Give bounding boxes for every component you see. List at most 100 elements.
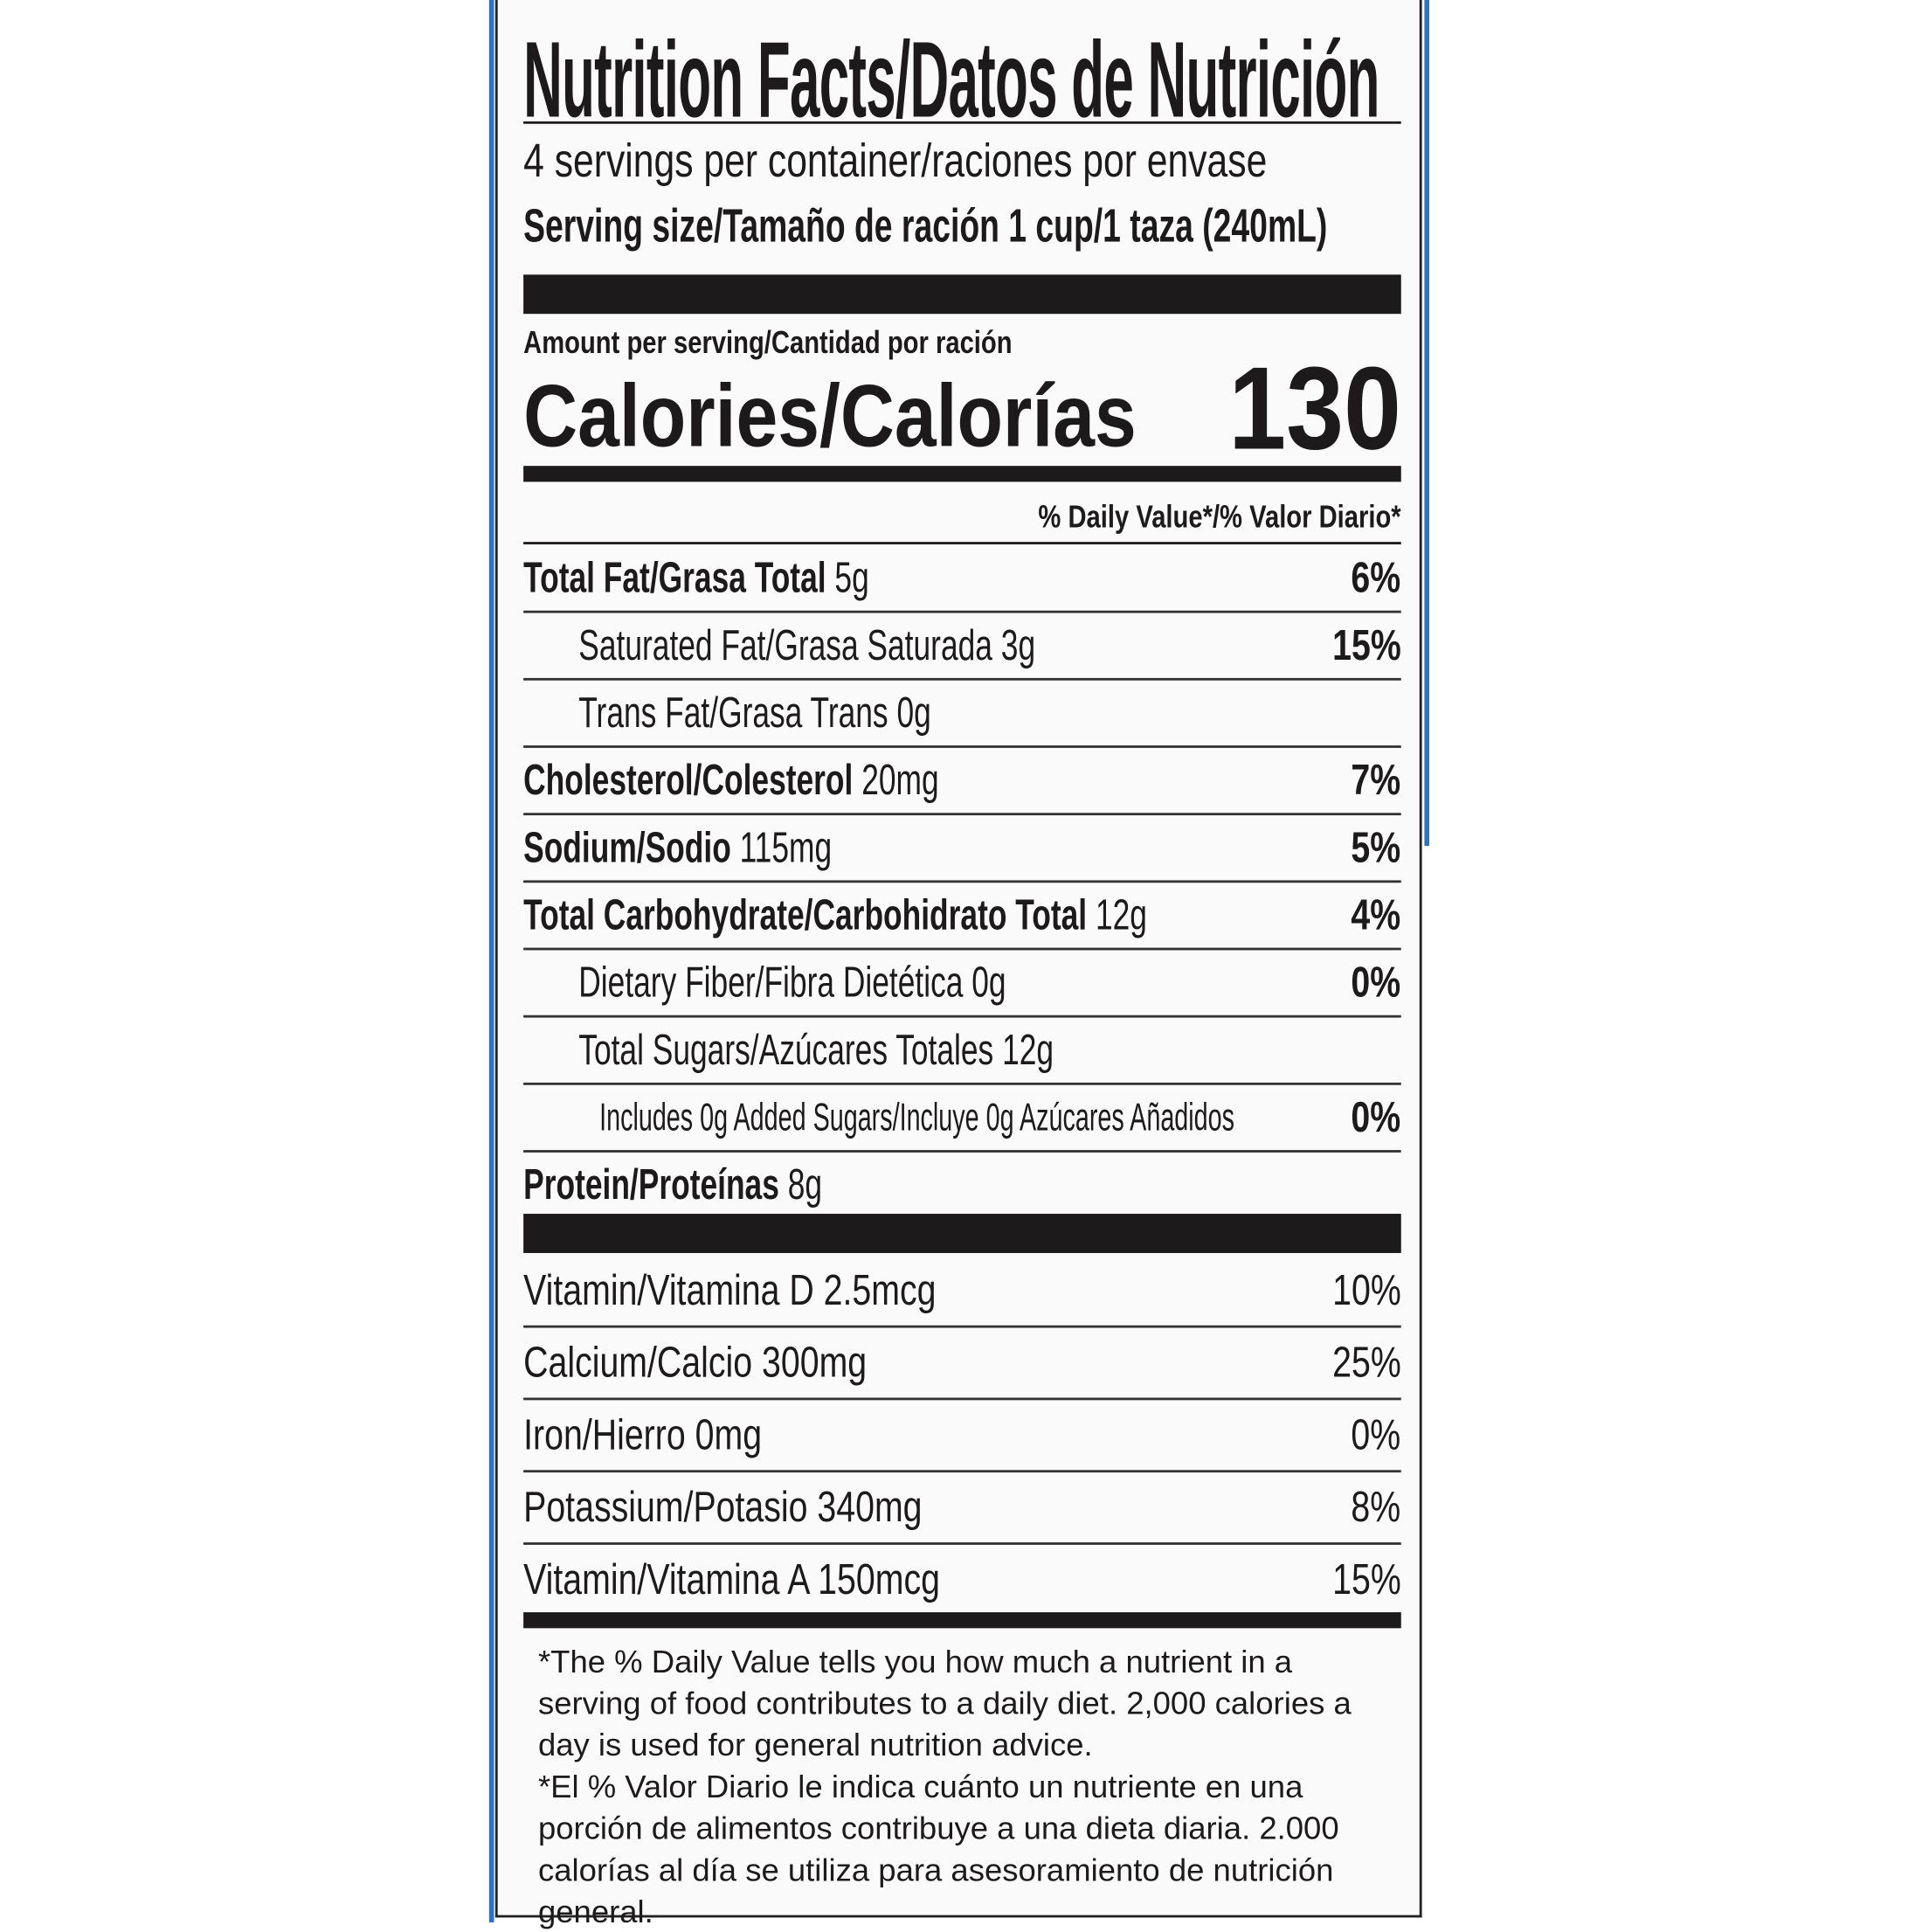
- footnote: *El % Valor Diario le indica cuánto un n…: [523, 1765, 1401, 1932]
- vitamin-name: Vitamin/Vitamina D 2.5mcg: [523, 1256, 1039, 1326]
- vitamin-name: Potassium/Potasio 340mg: [523, 1472, 1022, 1542]
- nutrient-name-text: Sodium/Sodio: [523, 823, 731, 872]
- nutrient-row: Saturated Fat/Grasa Saturada 3g 15%: [523, 613, 1401, 681]
- vitamin-name: Calcium/Calcio 300mg: [523, 1328, 952, 1398]
- nutrient-label: Dietary Fiber/Fibra Dietética 0g: [578, 950, 1006, 1014]
- nutrient-name-text: Total Sugars/Azúcares Totales: [578, 1026, 994, 1075]
- nutrient-row: Includes 0g Added Sugars/Incluye 0g Azúc…: [523, 1085, 1401, 1153]
- calories-value: 130: [1205, 342, 1401, 476]
- nutrient-label: Sodium/Sodio 115mg: [523, 815, 832, 880]
- nutrient-name-text: Cholesterol/Colesterol: [523, 756, 854, 805]
- daily-value-text: 0%: [1351, 1093, 1401, 1142]
- nutrient-table: Total Fat/Grasa Total 5g 6% Saturated Fat/…: [523, 545, 1401, 1217]
- nutrient-amount: 3g: [1000, 621, 1036, 670]
- vitamin-daily-value: 15%: [1315, 1545, 1401, 1615]
- vitamin-daily-value: 0%: [1339, 1400, 1401, 1470]
- label-title: Nutrition Facts/Datos de Nutrición: [523, 17, 1922, 142]
- vitamin-name-text: Calcium/Calcio 300mg: [523, 1339, 868, 1387]
- nutrient-name-text: Trans Fat/Grasa Trans: [578, 689, 888, 737]
- nutrient-name: Sodium/Sodio 115mg: [523, 815, 951, 880]
- nutrient-name: Total Carbohydrate/Carbohidrato Total 12…: [523, 883, 1389, 947]
- vitamin-name-text: Vitamin/Vitamina A 150mcg: [523, 1555, 940, 1604]
- nutrient-amount: 8g: [787, 1160, 823, 1209]
- daily-value-text: 7%: [1351, 756, 1401, 805]
- calories-label: Calories/Calorías: [523, 367, 1244, 467]
- footnote-text: *El % Valor Diario le indica cuánto un n…: [537, 1768, 1339, 1930]
- daily-value-text: 15%: [1332, 1555, 1401, 1604]
- daily-value-text: 4%: [1351, 891, 1401, 939]
- footnote: *The % Daily Value tells you how much a …: [523, 1640, 1401, 1765]
- daily-value-text: 25%: [1332, 1339, 1401, 1387]
- vitamin-name-text: Potassium/Potasio 340mg: [523, 1483, 923, 1532]
- nutrition-facts-panel: Nutrition Facts/Datos de Nutrición 4 ser…: [494, 0, 1422, 1929]
- nutrient-amount: 12g: [1002, 1026, 1054, 1075]
- divider: [523, 121, 1401, 124]
- nutrient-label: Total Fat/Grasa Total 5g: [523, 545, 869, 610]
- vitamin-row: Calcium/Calcio 300mg 25%: [523, 1328, 1401, 1401]
- nutrient-row: Total Fat/Grasa Total 5g 6%: [523, 545, 1401, 613]
- vitamin-name: Iron/Hierro 0mg: [523, 1400, 821, 1470]
- nutrient-amount: 115mg: [739, 823, 833, 872]
- nutrient-name-text: Dietary Fiber/Fibra Dietética: [578, 959, 964, 1007]
- nutrient-row: Sodium/Sodio 115mg 5%: [523, 815, 1401, 883]
- daily-value-text: 0%: [1351, 959, 1401, 1007]
- vitamin-daily-value: 8%: [1339, 1472, 1401, 1542]
- nutrient-name-text: Saturated Fat/Grasa Saturada: [578, 621, 992, 670]
- nutrient-label: Protein/Proteínas 8g: [523, 1153, 822, 1217]
- nutrient-daily-value: 4%: [1339, 883, 1401, 947]
- thick-divider: [523, 274, 1401, 315]
- nutrient-row: Total Carbohydrate/Carbohidrato Total 12…: [523, 883, 1401, 951]
- nutrient-daily-value: 15%: [1315, 613, 1401, 678]
- nutrient-name: Trans Fat/Grasa Trans 0g: [578, 681, 1068, 745]
- vitamin-row: Potassium/Potasio 340mg 8%: [523, 1472, 1401, 1545]
- nutrient-row: Dietary Fiber/Fibra Dietética 0g 0%: [523, 950, 1401, 1018]
- nutrient-name-text: Total Fat/Grasa Total: [523, 554, 826, 602]
- divider: [523, 542, 1401, 544]
- nutrient-amount: 20mg: [861, 756, 939, 805]
- amount-text: Amount per serving/Cantidad por ración: [523, 323, 1013, 361]
- calories-value-text: 130: [1227, 343, 1401, 474]
- vitamin-daily-value: 10%: [1315, 1256, 1401, 1326]
- nutrient-name: Total Fat/Grasa Total 5g: [523, 545, 1003, 610]
- nutrient-amount: 0g: [896, 689, 931, 737]
- amount-per-serving: Amount per serving/Cantidad por ración: [523, 323, 1134, 361]
- daily-value-header-text: % Daily Value*/% Valor Diario*: [1038, 497, 1401, 535]
- nutrient-name: Includes 0g Added Sugars/Incluye 0g Azúc…: [599, 1085, 1592, 1150]
- medium-divider: [523, 466, 1401, 482]
- nutrient-name: Saturated Fat/Grasa Saturada 3g: [578, 613, 1213, 678]
- servings-per-container: 4 servings per container/raciones por en…: [523, 136, 1453, 189]
- vitamin-name-text: Vitamin/Vitamina D 2.5mcg: [523, 1266, 937, 1315]
- nutrient-name: Cholesterol/Colesterol 20mg: [523, 748, 1100, 813]
- nutrient-amount: 0g: [971, 959, 1006, 1007]
- daily-value-header: % Daily Value*/% Valor Diario*: [948, 497, 1401, 536]
- nutrient-name-text: Total Carbohydrate/Carbohidrato Total: [523, 891, 1088, 939]
- nutrient-label: Trans Fat/Grasa Trans 0g: [578, 681, 931, 745]
- medium-divider: [523, 1612, 1401, 1629]
- vitamin-name-text: Iron/Hierro 0mg: [523, 1410, 763, 1459]
- vitamin-daily-value: 25%: [1315, 1328, 1401, 1398]
- nutrient-name-text: Includes 0g Added Sugars/Incluye 0g Azúc…: [599, 1094, 1234, 1139]
- nutrient-row: Protein/Proteínas 8g: [523, 1153, 1401, 1217]
- nutrient-amount: 12g: [1095, 891, 1147, 939]
- nutrient-daily-value: 5%: [1339, 815, 1401, 880]
- nutrient-row: Trans Fat/Grasa Trans 0g: [523, 681, 1401, 748]
- nutrient-daily-value: 0%: [1339, 1085, 1401, 1150]
- vitamin-row: Iron/Hierro 0mg 0%: [523, 1400, 1401, 1473]
- daily-value-text: 5%: [1351, 823, 1401, 872]
- nutrient-label: Saturated Fat/Grasa Saturada 3g: [578, 613, 1035, 678]
- nutrient-name-text: Protein/Proteínas: [523, 1160, 779, 1209]
- nutrient-daily-value: 0%: [1339, 950, 1401, 1014]
- nutrient-label: Cholesterol/Colesterol 20mg: [523, 748, 939, 813]
- title-text: Nutrition Facts/Datos de Nutrición: [523, 18, 1379, 140]
- nutrient-label: Total Sugars/Azúcares Totales 12g: [578, 1018, 1054, 1083]
- serving-size-text: Serving size/Tamaño de ración 1 cup/1 ta…: [523, 201, 1328, 253]
- nutrient-name: Protein/Proteínas 8g: [523, 1153, 938, 1217]
- nutrient-row: Total Sugars/Azúcares Totales 12g: [523, 1018, 1401, 1085]
- nutrient-amount: 5g: [834, 554, 869, 602]
- package-edge-right: [1424, 0, 1430, 847]
- daily-value-text: 0%: [1351, 1410, 1401, 1459]
- vitamin-row: Vitamin/Vitamina D 2.5mcg 10%: [523, 1256, 1401, 1328]
- thick-divider: [523, 1214, 1401, 1253]
- nutrient-label: Total Carbohydrate/Carbohidrato Total 12…: [523, 883, 1147, 947]
